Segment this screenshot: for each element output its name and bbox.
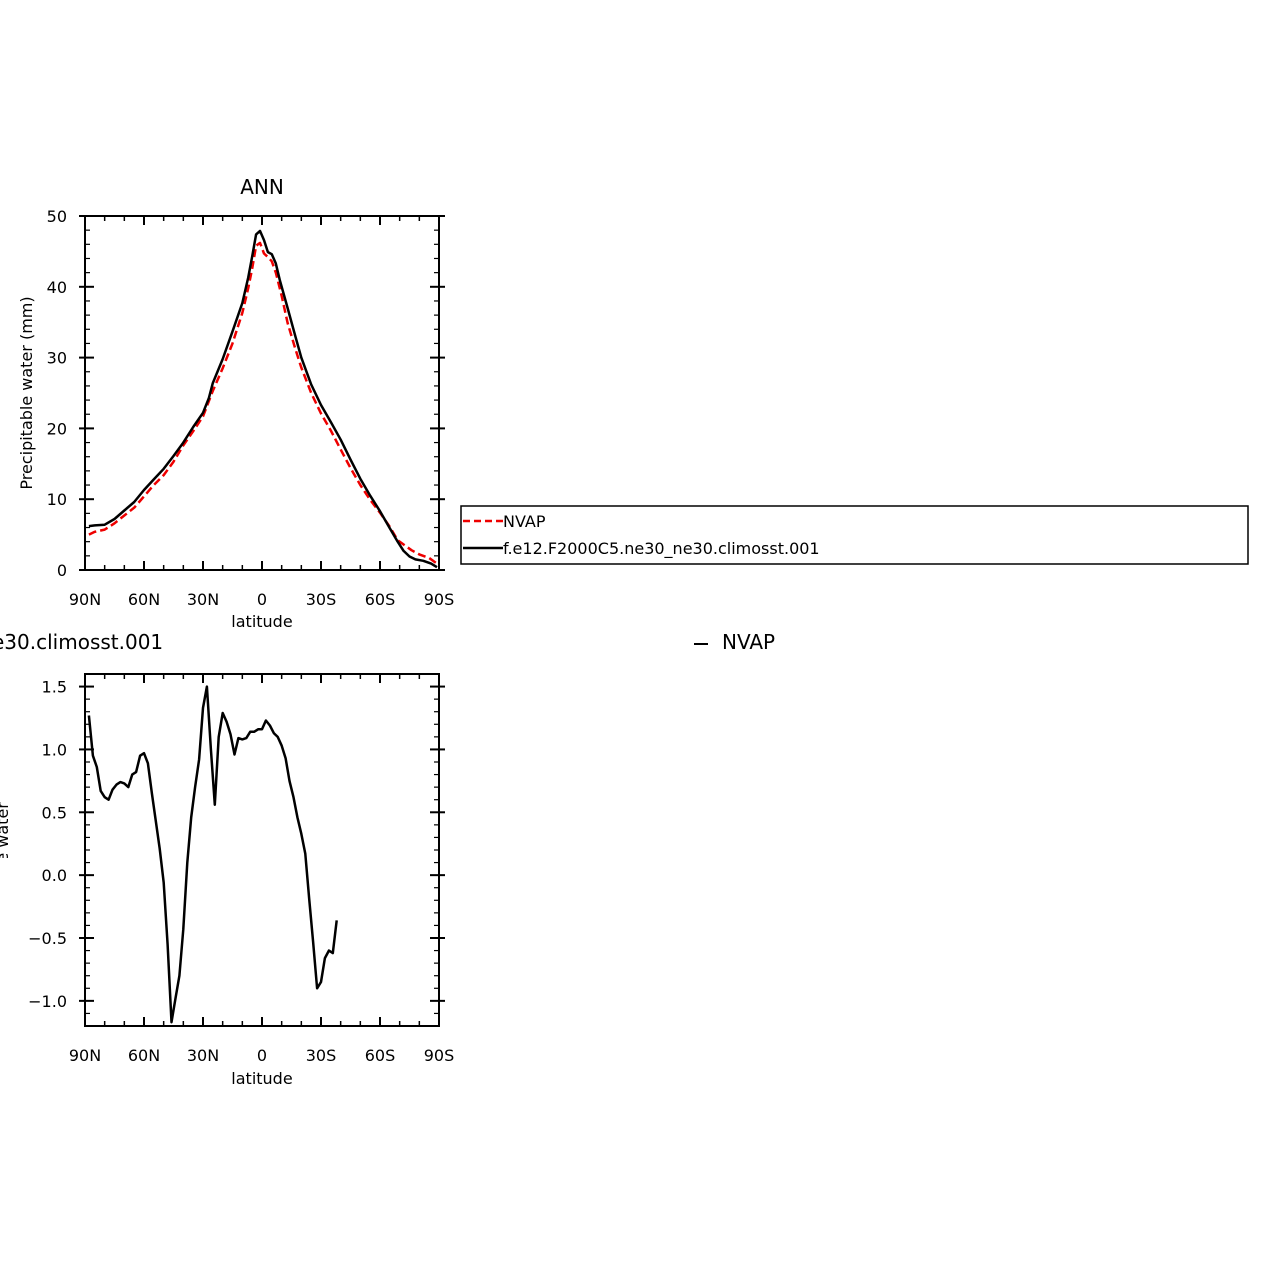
- y-tick-label: 40: [47, 278, 67, 297]
- y-tick-label: 30: [47, 349, 67, 368]
- x-tick-label: 90N: [69, 1046, 101, 1065]
- top-panel: ANN 90N 60N 30N 0 30S 60S 90S 0 10 20 30 40 50 latit…: [17, 175, 1249, 631]
- y-tick-label: 0: [57, 561, 67, 580]
- y-axis-label: Precipitable water (mm): [0, 753, 12, 946]
- x-tick-label: 0: [257, 1046, 267, 1065]
- series-group: [88, 229, 438, 569]
- y-tick-label: 0.0: [42, 866, 67, 885]
- x-tick-label: 30S: [306, 590, 337, 609]
- x-tick-label: 0: [257, 590, 267, 609]
- x-tick-label: 60S: [365, 1046, 396, 1065]
- x-tick-label: 60S: [365, 590, 396, 609]
- y-tick-label: −1.0: [28, 992, 67, 1011]
- y-tick-label: 1.0: [42, 740, 67, 759]
- x-tick-label: 30N: [187, 1046, 219, 1065]
- legend-box: [460, 505, 1249, 565]
- x-tick-label: 90S: [424, 590, 455, 609]
- legend-label-nvap: NVAP: [503, 512, 546, 531]
- series-group: [87, 685, 338, 1024]
- x-tick-label: 90N: [69, 590, 101, 609]
- x-axis-label: latitude: [231, 612, 292, 631]
- y-tick-label: 20: [47, 419, 67, 438]
- series-line-0: [87, 685, 338, 1024]
- y-tick-label: −0.5: [28, 929, 67, 948]
- tick-group: 90N 60N 30N 0 30S 60S 90S 0 10 20 30 40 50: [47, 207, 455, 609]
- chart-title: ANN: [240, 175, 284, 199]
- x-tick-label: 60N: [128, 590, 160, 609]
- x-tick-label: 60N: [128, 1046, 160, 1065]
- legend-label-model: f.e12.F2000C5.ne30_ne30.climosst.001: [503, 539, 820, 559]
- partial-legend-label: NVAP: [722, 630, 775, 654]
- y-tick-label: 0.5: [42, 803, 67, 822]
- y-tick-label: 50: [47, 207, 67, 226]
- x-tick-label: 30N: [187, 590, 219, 609]
- y-tick-label: 10: [47, 490, 67, 509]
- partial-title: e30.climosst.001: [0, 630, 163, 654]
- x-tick-label: 90S: [424, 1046, 455, 1065]
- tick-group: 90N 60N 30N 0 30S 60S 90S −1.0 −0.5 0.0 0.5 1.0 1.5: [28, 673, 455, 1065]
- series-line-1: [88, 229, 438, 569]
- plot-frame: [84, 215, 440, 571]
- series-line-0: [88, 241, 438, 565]
- legend: NVAP f.e12.F2000C5.ne30_ne30.climosst.00…: [460, 505, 1249, 565]
- bottom-panel: e30.climosst.001 NVAP Precipitable water…: [0, 630, 775, 1088]
- x-tick-label: 30S: [306, 1046, 337, 1065]
- y-axis-label: Precipitable water (mm): [17, 296, 36, 489]
- x-axis-label: latitude: [231, 1069, 292, 1088]
- y-tick-label: 1.5: [42, 678, 67, 697]
